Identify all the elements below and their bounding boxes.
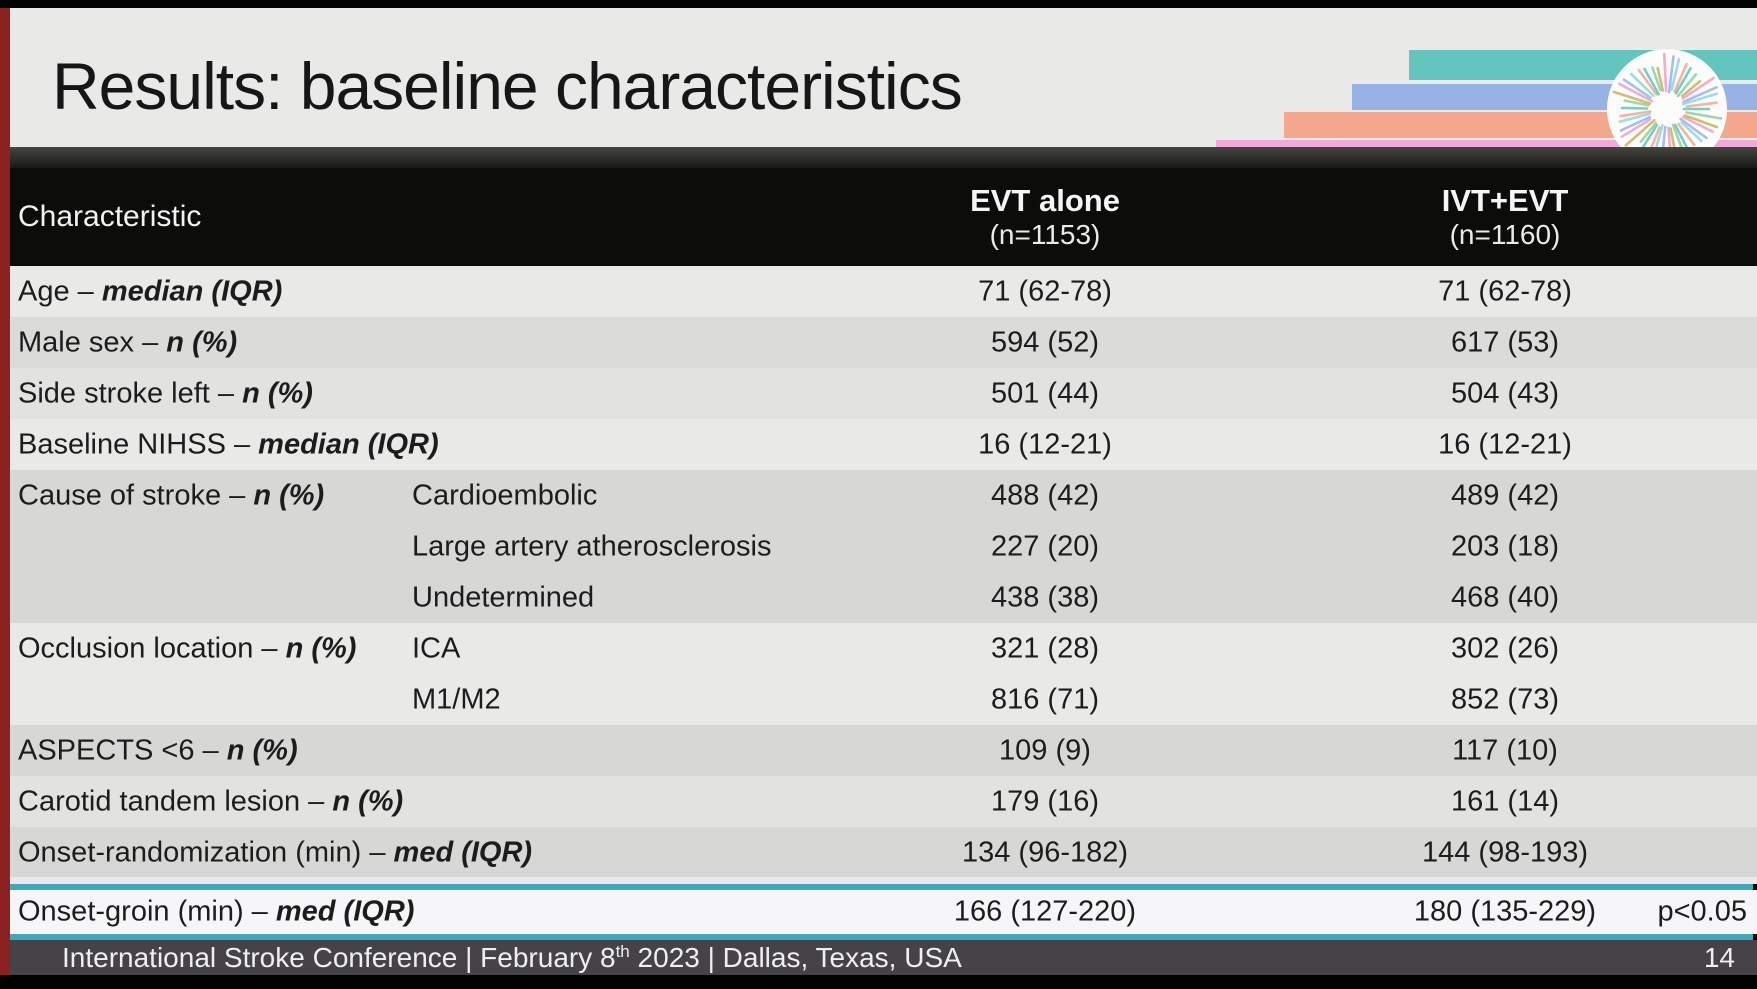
ivt-column-title: IVT+EVT xyxy=(1441,183,1569,219)
table-row-cause-undetermined: Undetermined 438 (38) 468 (40) xyxy=(10,572,1757,623)
evt-value: 109 (9) xyxy=(999,734,1091,766)
evt-value: 179 (16) xyxy=(990,785,1099,817)
ivt-value: 180 (135-229) xyxy=(1413,895,1597,928)
highlight-border-top xyxy=(10,884,1753,890)
brand-wheel-logo-icon xyxy=(1605,48,1729,170)
table-row-male-sex: Male sex – n (%) 594 (52) 617 (53) xyxy=(10,317,1757,368)
ivt-value: 161 (14) xyxy=(1450,785,1559,817)
evt-value: 227 (20) xyxy=(990,530,1099,562)
ivt-value: 489 (42) xyxy=(1450,479,1559,511)
evt-value: 166 (127-220) xyxy=(953,895,1137,928)
evt-column-n: (n=1153) xyxy=(989,218,1101,250)
ivt-value: 16 (12-21) xyxy=(1438,428,1572,460)
table-row-carotid-tandem: Carotid tandem lesion – n (%) 179 (16) 1… xyxy=(10,776,1757,827)
row-label: Cause of stroke – n (%) xyxy=(18,479,325,511)
row-label: Carotid tandem lesion – n (%) xyxy=(18,785,404,817)
row-label: Baseline NIHSS – median (IQR) xyxy=(18,428,439,460)
evt-value: 438 (38) xyxy=(990,581,1099,613)
bottom-black-strip xyxy=(0,975,1757,989)
highlight-gap xyxy=(10,877,1757,884)
table-row-onset-randomization: Onset-randomization (min) – med (IQR) 13… xyxy=(10,827,1757,878)
ivt-value: 117 (10) xyxy=(1452,734,1558,766)
row-sublabel: Undetermined xyxy=(412,581,595,613)
row-label: ASPECTS <6 – n (%) xyxy=(18,734,298,766)
table-row-age: Age – median (IQR) 71 (62-78) 71 (62-78) xyxy=(10,266,1757,317)
ivt-value: 302 (26) xyxy=(1450,632,1559,664)
table-row-baseline-nihss: Baseline NIHSS – median (IQR) 16 (12-21)… xyxy=(10,419,1757,470)
row-label: Age – median (IQR) xyxy=(18,275,283,307)
row-label: Male sex – n (%) xyxy=(18,326,238,358)
evt-column-title: EVT alone xyxy=(970,183,1120,219)
ivt-value: 203 (18) xyxy=(1450,530,1559,562)
page-number: 14 xyxy=(1703,941,1735,973)
row-label: Occlusion location – n (%) xyxy=(18,632,357,664)
footer-bar: International Stroke Conference | Februa… xyxy=(10,940,1757,975)
column-header-evt-alone: EVT alone (n=1153) xyxy=(830,168,1260,266)
wheel-logo-svg xyxy=(1607,49,1727,169)
table-row-side-stroke-left: Side stroke left – n (%) 501 (44) 504 (4… xyxy=(10,368,1757,419)
table-header-row: Characteristic EVT alone (n=1153) IVT+EV… xyxy=(10,168,1757,266)
ivt-value: 617 (53) xyxy=(1450,326,1559,358)
top-black-strip xyxy=(0,0,1757,8)
row-label: Onset-randomization (min) – med (IQR) xyxy=(18,836,533,868)
column-header-characteristic: Characteristic xyxy=(18,200,202,233)
table-body: Age – median (IQR) 71 (62-78) 71 (62-78)… xyxy=(10,266,1757,878)
ivt-value: 468 (40) xyxy=(1450,581,1559,613)
ivt-value: 144 (98-193) xyxy=(1421,836,1589,868)
row-sublabel: Large artery atherosclerosis xyxy=(412,530,772,562)
evt-value: 488 (42) xyxy=(990,479,1099,511)
ivt-value: 852 (73) xyxy=(1450,683,1559,715)
left-red-stripe xyxy=(0,8,10,975)
ivt-value: 71 (62-78) xyxy=(1438,275,1572,307)
conference-footer-text: International Stroke Conference | Februa… xyxy=(62,941,962,973)
table-row-occlusion-m1m2: M1/M2 816 (71) 852 (73) xyxy=(10,674,1757,725)
row-sublabel: Cardioembolic xyxy=(412,479,598,511)
evt-value: 501 (44) xyxy=(990,377,1099,409)
row-sublabel: ICA xyxy=(412,632,461,664)
ivt-value: 504 (43) xyxy=(1450,377,1559,409)
title-shadow-band xyxy=(10,147,1757,168)
evt-value: 594 (52) xyxy=(990,326,1099,358)
page-title: Results: baseline characteristics xyxy=(52,49,963,123)
table-row-aspects: ASPECTS <6 – n (%) 109 (9) 117 (10) xyxy=(10,725,1757,776)
table-row-cause-large-artery: Large artery atherosclerosis 227 (20) 20… xyxy=(10,521,1757,572)
p-value: p<0.05 xyxy=(1657,895,1747,928)
row-label: Onset-groin (min) – med (IQR) xyxy=(18,895,415,928)
table-row-onset-groin-highlighted: Onset-groin (min) – med (IQR) 166 (127-2… xyxy=(10,890,1757,934)
evt-value: 321 (28) xyxy=(990,632,1099,664)
evt-value: 71 (62-78) xyxy=(978,275,1112,307)
evt-value: 134 (96-182) xyxy=(961,836,1129,868)
column-header-ivt-evt: IVT+EVT (n=1160) xyxy=(1290,168,1720,266)
table-row-cause-cardioembolic: Cause of stroke – n (%) Cardioembolic 48… xyxy=(10,470,1757,521)
evt-value: 816 (71) xyxy=(990,683,1099,715)
evt-value: 16 (12-21) xyxy=(978,428,1112,460)
row-sublabel: M1/M2 xyxy=(412,683,501,715)
highlight-border-bottom xyxy=(10,934,1753,940)
row-label: Side stroke left – n (%) xyxy=(18,377,313,409)
table-row-occlusion-ica: Occlusion location – n (%) ICA 321 (28) … xyxy=(10,623,1757,674)
date-ordinal-superscript: th xyxy=(615,941,630,961)
ivt-column-n: (n=1160) xyxy=(1449,218,1561,250)
